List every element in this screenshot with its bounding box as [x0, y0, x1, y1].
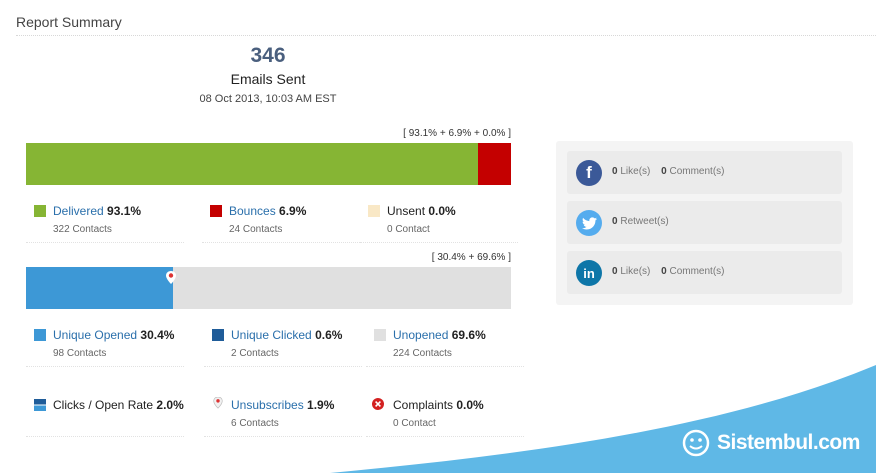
unique-clicked-swatch [212, 329, 224, 341]
facebook-card[interactable]: f 0 Like(s) 0 Comment(s) [567, 151, 842, 194]
watermark-brand-name: Sistembul.com [717, 431, 860, 454]
map-pin-icon [213, 397, 223, 409]
open-bar-caption: [ 30.4% + 69.6% ] [431, 252, 511, 263]
open-marker-pin-icon [166, 271, 176, 284]
delivery-bar-caption: [ 93.1% + 6.9% + 0.0% ] [403, 128, 511, 139]
stat-click-open-rate: Clicks / Open Rate 2.0% [26, 394, 184, 437]
unopened-pct: 69.6% [451, 328, 486, 342]
twitter-retweets-count: 0 [612, 216, 618, 227]
twitter-bird-icon [576, 210, 602, 236]
unique-opened-swatch [34, 329, 46, 341]
bar-segment-unique-opened [26, 267, 174, 309]
header-divider [16, 35, 876, 36]
unsubscribes-link[interactable]: Unsubscribes [231, 398, 304, 412]
bounces-swatch [210, 205, 222, 217]
report-summary-title: Report Summary [16, 14, 122, 30]
unsent-label: Unsent [387, 204, 426, 218]
stat-unique-clicked: Unique Clicked 0.6% 2 Contacts [204, 324, 362, 367]
watermark-brand: Sistembul.com [681, 428, 860, 458]
facebook-likes-count: 0 [612, 166, 618, 177]
linkedin-comments-label: Comment(s) [669, 266, 725, 277]
stat-unopened: Unopened 69.6% 224 Contacts [366, 324, 524, 367]
emails-sent-count: 346 [250, 44, 286, 67]
linkedin-likes-label: Like(s) [620, 266, 651, 277]
bounces-pct: 6.9% [279, 204, 307, 218]
facebook-comments-label: Comment(s) [669, 166, 725, 177]
delivered-pct: 93.1% [107, 204, 142, 218]
unsent-pct: 0.0% [428, 204, 456, 218]
bounces-contacts: 24 Contacts [229, 224, 283, 235]
social-stats-panel: f 0 Like(s) 0 Comment(s) 0 Retweet(s) in… [556, 141, 853, 305]
stat-unique-opened: Unique Opened 30.4% 98 Contacts [26, 324, 184, 367]
unsubscribes-contacts: 6 Contacts [231, 418, 279, 429]
unique-opened-contacts: 98 Contacts [53, 348, 107, 359]
unique-opened-link[interactable]: Unique Opened [53, 328, 138, 342]
click-open-rate-pct: 2.0% [156, 398, 184, 412]
sent-date: 08 Oct 2013, 10:03 AM EST [199, 93, 337, 105]
delivery-progress-bar [26, 143, 511, 185]
stat-unsent: Unsent 0.0% 0 Contact [360, 200, 518, 243]
delivered-swatch [34, 205, 46, 217]
stat-delivered: Delivered 93.1% 322 Contacts [26, 200, 184, 243]
unopened-link[interactable]: Unopened [393, 328, 449, 342]
unique-opened-pct: 30.4% [140, 328, 175, 342]
emails-sent-label: Emails Sent [230, 71, 306, 87]
unopened-swatch [374, 329, 386, 341]
click-open-rate-label: Clicks / Open Rate [53, 398, 154, 412]
click-rate-icon [34, 399, 46, 411]
complaints-label: Complaints [393, 398, 454, 412]
unique-clicked-pct: 0.6% [315, 328, 343, 342]
facebook-comments-count: 0 [661, 166, 667, 177]
unsent-contacts: 0 Contact [387, 224, 430, 235]
unique-clicked-link[interactable]: Unique Clicked [231, 328, 312, 342]
facebook-icon: f [576, 160, 602, 186]
brand-logo-icon [682, 429, 710, 457]
complaints-pct: 0.0% [456, 398, 484, 412]
delivered-link[interactable]: Delivered [53, 204, 104, 218]
stat-complaints: Complaints 0.0% 0 Contact [366, 394, 524, 437]
unsubscribes-pct: 1.9% [307, 398, 335, 412]
linkedin-icon: in [576, 260, 602, 286]
complaint-x-icon [372, 398, 384, 410]
complaints-contacts: 0 Contact [393, 418, 436, 429]
unsent-swatch [368, 205, 380, 217]
bounces-link[interactable]: Bounces [229, 204, 276, 218]
delivered-contacts: 322 Contacts [53, 224, 112, 235]
open-progress-bar [26, 267, 511, 309]
linkedin-likes-count: 0 [612, 266, 618, 277]
bar-segment-delivered [26, 143, 478, 185]
stat-bounces: Bounces 6.9% 24 Contacts [202, 200, 360, 243]
stat-unsubscribes: Unsubscribes 1.9% 6 Contacts [204, 394, 362, 437]
facebook-likes-label: Like(s) [620, 166, 651, 177]
linkedin-comments-count: 0 [661, 266, 667, 277]
twitter-card[interactable]: 0 Retweet(s) [567, 201, 842, 244]
unique-clicked-contacts: 2 Contacts [231, 348, 279, 359]
twitter-retweets-label: Retweet(s) [620, 216, 669, 227]
bar-segment-unopened [173, 267, 511, 309]
bar-segment-bounces [477, 143, 511, 185]
linkedin-card[interactable]: in 0 Like(s) 0 Comment(s) [567, 251, 842, 294]
unopened-contacts: 224 Contacts [393, 348, 452, 359]
